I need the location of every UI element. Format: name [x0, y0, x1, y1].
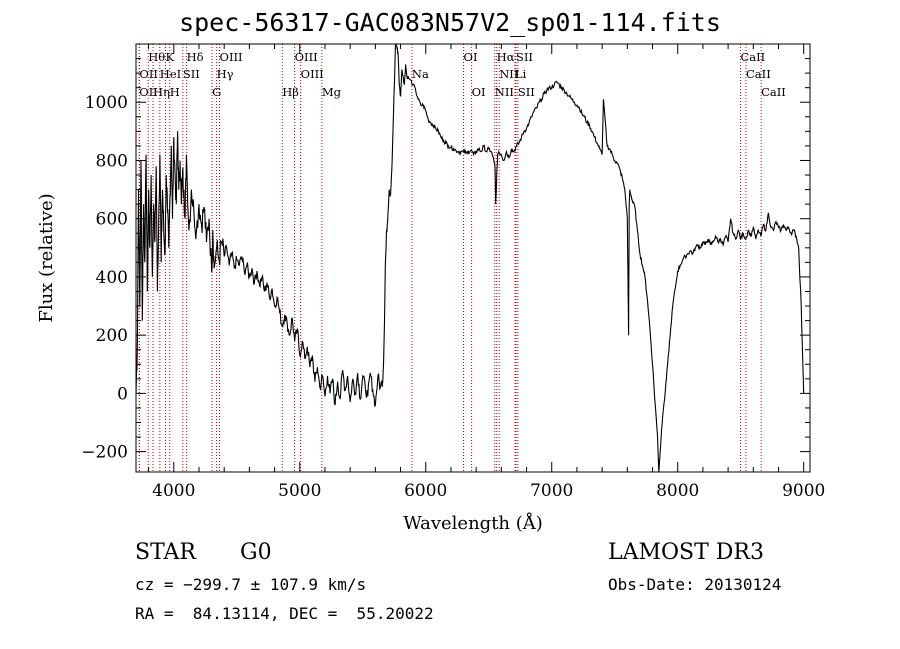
survey-name: LAMOST DR3: [608, 540, 764, 565]
y-axis-label: Flux (relative): [36, 193, 57, 322]
line-label: H: [170, 85, 180, 99]
line-label: Hθ: [148, 50, 165, 64]
line-label: OI: [472, 85, 486, 99]
line-label: Li: [515, 67, 527, 81]
x-tick-label: 5000: [278, 481, 321, 501]
coordinates-readout: RA = 84.13114, DEC = 55.20022: [135, 604, 434, 623]
line-label: CaII: [761, 85, 786, 99]
line-label: G: [212, 85, 221, 99]
line-label: NII: [495, 85, 514, 99]
line-label: Hη: [153, 85, 170, 99]
x-tick-label: 6000: [404, 481, 447, 501]
line-label: OII: [139, 67, 158, 81]
axes-layer: 4000 5000 6000 7000 8000 9000 −200 0 200 400 600 80…: [36, 43, 825, 534]
line-label: SII: [516, 50, 533, 64]
line-label: Na: [412, 67, 429, 81]
y-tick-label: 1000: [85, 93, 128, 113]
object-type: STAR: [135, 540, 196, 565]
line-label: HeI: [160, 67, 181, 81]
line-label: Hβ: [282, 85, 299, 99]
line-label: CaII: [740, 50, 765, 64]
redshift-readout: cz = −299.7 ± 107.9 km/s: [135, 575, 367, 594]
plot-frame: [135, 43, 811, 473]
x-tick-label: 8000: [656, 481, 699, 501]
line-label: Hα: [497, 50, 515, 64]
object-subclass: G0: [240, 540, 272, 565]
y-tick-label: 800: [96, 151, 128, 171]
y-tick-label: −200: [81, 443, 128, 463]
x-tick-label: 9000: [782, 481, 825, 501]
x-tick-label: 4000: [152, 481, 195, 501]
spectrum-line: [135, 43, 805, 473]
y-tick-label: 0: [117, 384, 128, 404]
line-label: Hδ: [187, 50, 204, 64]
x-axis-label: Wavelength (Å): [403, 512, 543, 534]
line-label: CaII: [746, 67, 771, 81]
line-label: SII: [518, 85, 535, 99]
y-tick-label: 600: [96, 210, 128, 230]
line-label: OII: [139, 85, 158, 99]
line-label: Mg: [322, 85, 342, 99]
y-tick-label: 200: [96, 326, 128, 346]
y-tick-label: 400: [96, 268, 128, 288]
observation-date: Obs-Date: 20130124: [608, 575, 782, 594]
spectrum-layer: [135, 43, 805, 473]
line-label: SII: [183, 67, 200, 81]
line-label: OI: [464, 50, 478, 64]
chart-title: spec-56317-GAC083N57V2_sp01-114.fits: [179, 8, 721, 37]
line-label: OIII: [301, 67, 324, 81]
line-label: OIII: [220, 50, 243, 64]
line-label: K: [165, 50, 174, 64]
x-tick-label: 7000: [530, 481, 573, 501]
line-label: NII: [499, 67, 518, 81]
line-label: OIII: [295, 50, 318, 64]
line-label: Hγ: [217, 67, 234, 81]
